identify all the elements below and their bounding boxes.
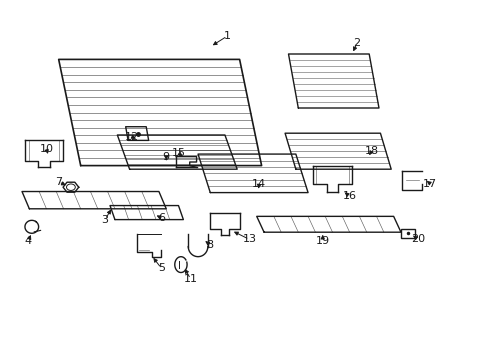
Text: 18: 18 (364, 146, 378, 156)
Text: 4: 4 (25, 236, 32, 246)
Text: 16: 16 (342, 191, 356, 201)
Text: 15: 15 (171, 148, 185, 158)
Bar (400, 229, 414, 238)
Text: 12: 12 (125, 132, 139, 142)
Text: 1: 1 (224, 31, 230, 41)
Text: 10: 10 (40, 144, 53, 154)
Text: 6: 6 (158, 213, 164, 223)
Text: 19: 19 (315, 236, 329, 246)
Text: 2: 2 (353, 38, 360, 48)
Text: 17: 17 (423, 179, 436, 189)
Text: 7: 7 (55, 177, 62, 187)
Text: 8: 8 (206, 240, 213, 250)
Text: 13: 13 (242, 234, 256, 244)
Text: 20: 20 (410, 234, 424, 244)
Text: 9: 9 (163, 152, 169, 162)
Text: 14: 14 (252, 179, 265, 189)
Text: 5: 5 (158, 263, 164, 273)
Text: 3: 3 (102, 215, 108, 225)
Text: 11: 11 (183, 274, 197, 284)
